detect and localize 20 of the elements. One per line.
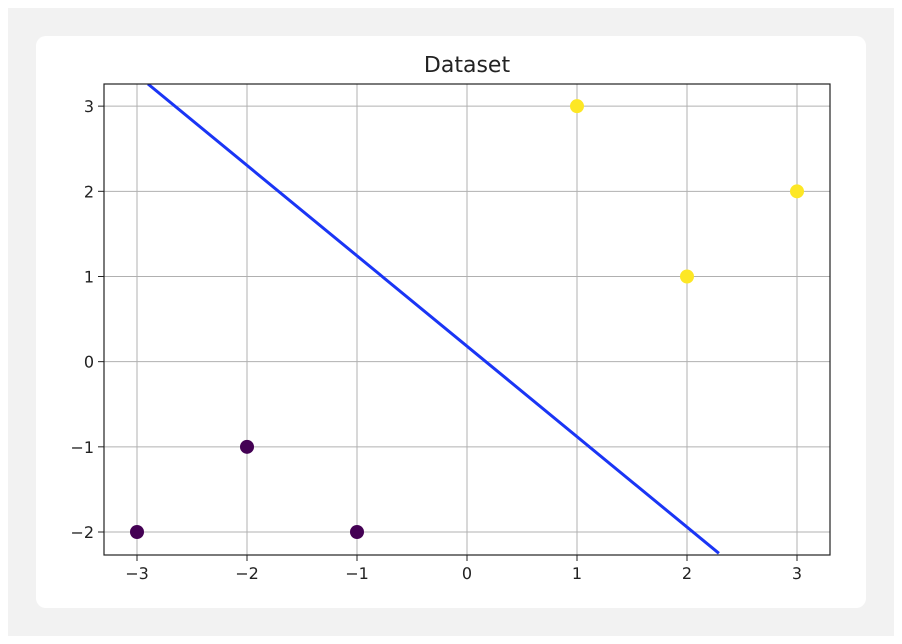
- point: [570, 99, 584, 114]
- y-tick-label: 2: [84, 182, 94, 202]
- point: [790, 184, 804, 198]
- point: [680, 269, 694, 284]
- point: [130, 525, 144, 540]
- y-tick-label: −2: [70, 523, 94, 542]
- point: [240, 440, 254, 454]
- y-tick-label: 1: [84, 267, 94, 286]
- y-tick-label: 3: [84, 97, 94, 116]
- x-tick-label: −3: [125, 564, 149, 583]
- y-tick-label: 0: [84, 352, 94, 372]
- x-tick-label: −2: [235, 564, 259, 583]
- point: [350, 525, 364, 540]
- x-tick-label: 0: [462, 564, 472, 583]
- chart-title: Dataset: [424, 53, 510, 78]
- x-tick-label: 2: [682, 564, 692, 583]
- x-tick-label: 3: [792, 564, 802, 583]
- x-tick-label: −1: [345, 564, 369, 583]
- x-tick-label: 1: [572, 564, 582, 583]
- y-tick-label: −1: [70, 438, 94, 457]
